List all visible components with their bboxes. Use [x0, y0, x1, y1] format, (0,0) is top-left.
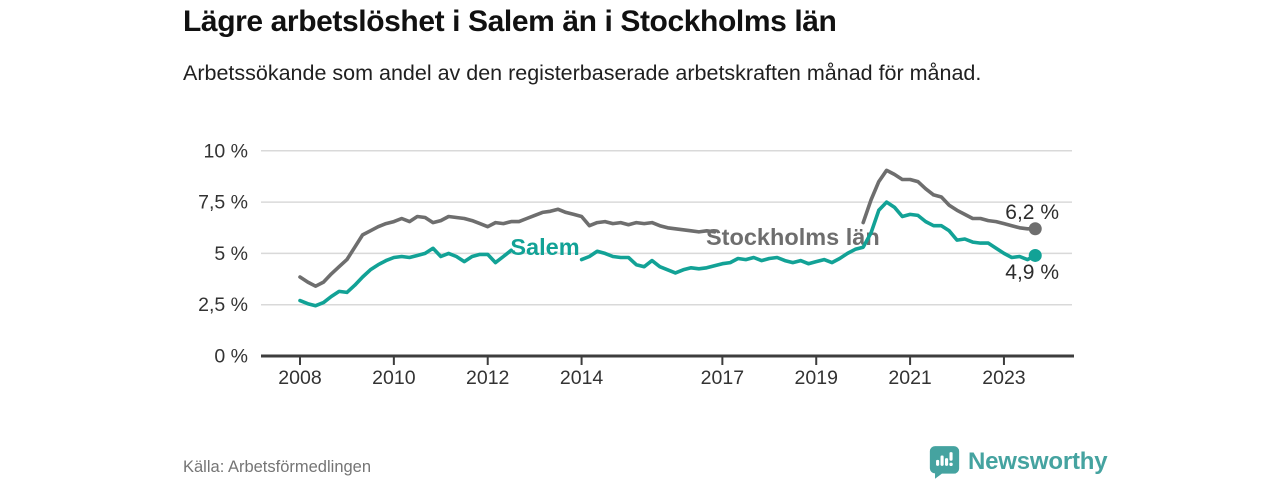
x-axis-tick-label: 2023 [982, 367, 1025, 389]
series-end-value-label: 6,2 % [1005, 201, 1059, 224]
x-axis-tick-label: 2019 [795, 367, 838, 389]
series-line-segment [861, 168, 1037, 231]
series-end-dot [1028, 248, 1042, 262]
series-line-segment [298, 207, 717, 289]
series-label-stockholms-lan: Stockholms län [706, 224, 880, 250]
source-note: Källa: Arbetsförmedlingen [183, 458, 372, 476]
series-line-segment [298, 246, 514, 308]
x-axis-tick-label: 2008 [278, 367, 321, 389]
series-label-salem: Salem [510, 234, 579, 260]
x-axis-tick-label: 2014 [560, 367, 604, 389]
chart-title: Lägre arbetslöshet i Salem än i Stockhol… [183, 5, 837, 38]
newsworthy-logo-text: Newsworthy [968, 448, 1108, 475]
y-axis-tick-label: 10 % [204, 140, 248, 162]
series-end-value-label: 4,9 % [1005, 261, 1059, 284]
series-end-dot [1028, 222, 1042, 236]
logo-badge-shape [929, 446, 960, 479]
y-axis-tick-label: 7,5 % [198, 192, 248, 214]
logo-bars-icon [936, 452, 953, 467]
series-line-segment [579, 200, 1037, 275]
newsworthy-logo-icon [929, 446, 960, 479]
chart-subtitle: Arbetssökande som andel av den registerb… [183, 61, 982, 85]
y-axis-tick-label: 0 % [214, 346, 248, 368]
x-axis-tick-label: 2012 [466, 367, 509, 389]
y-axis-tick-label: 5 % [214, 243, 248, 265]
x-axis-tick-label: 2010 [372, 367, 416, 389]
newsworthy-logo: Newsworthy [929, 445, 1108, 479]
series-stockholms-lan: 6,2 % Stockholms län [298, 168, 1059, 289]
x-axis-tick-label: 2021 [888, 367, 931, 389]
x-axis-tick-label: 2017 [701, 367, 744, 389]
y-axis-tick-label: 2,5 % [198, 294, 248, 316]
series-salem: 4,9 % Salem [298, 200, 1059, 308]
